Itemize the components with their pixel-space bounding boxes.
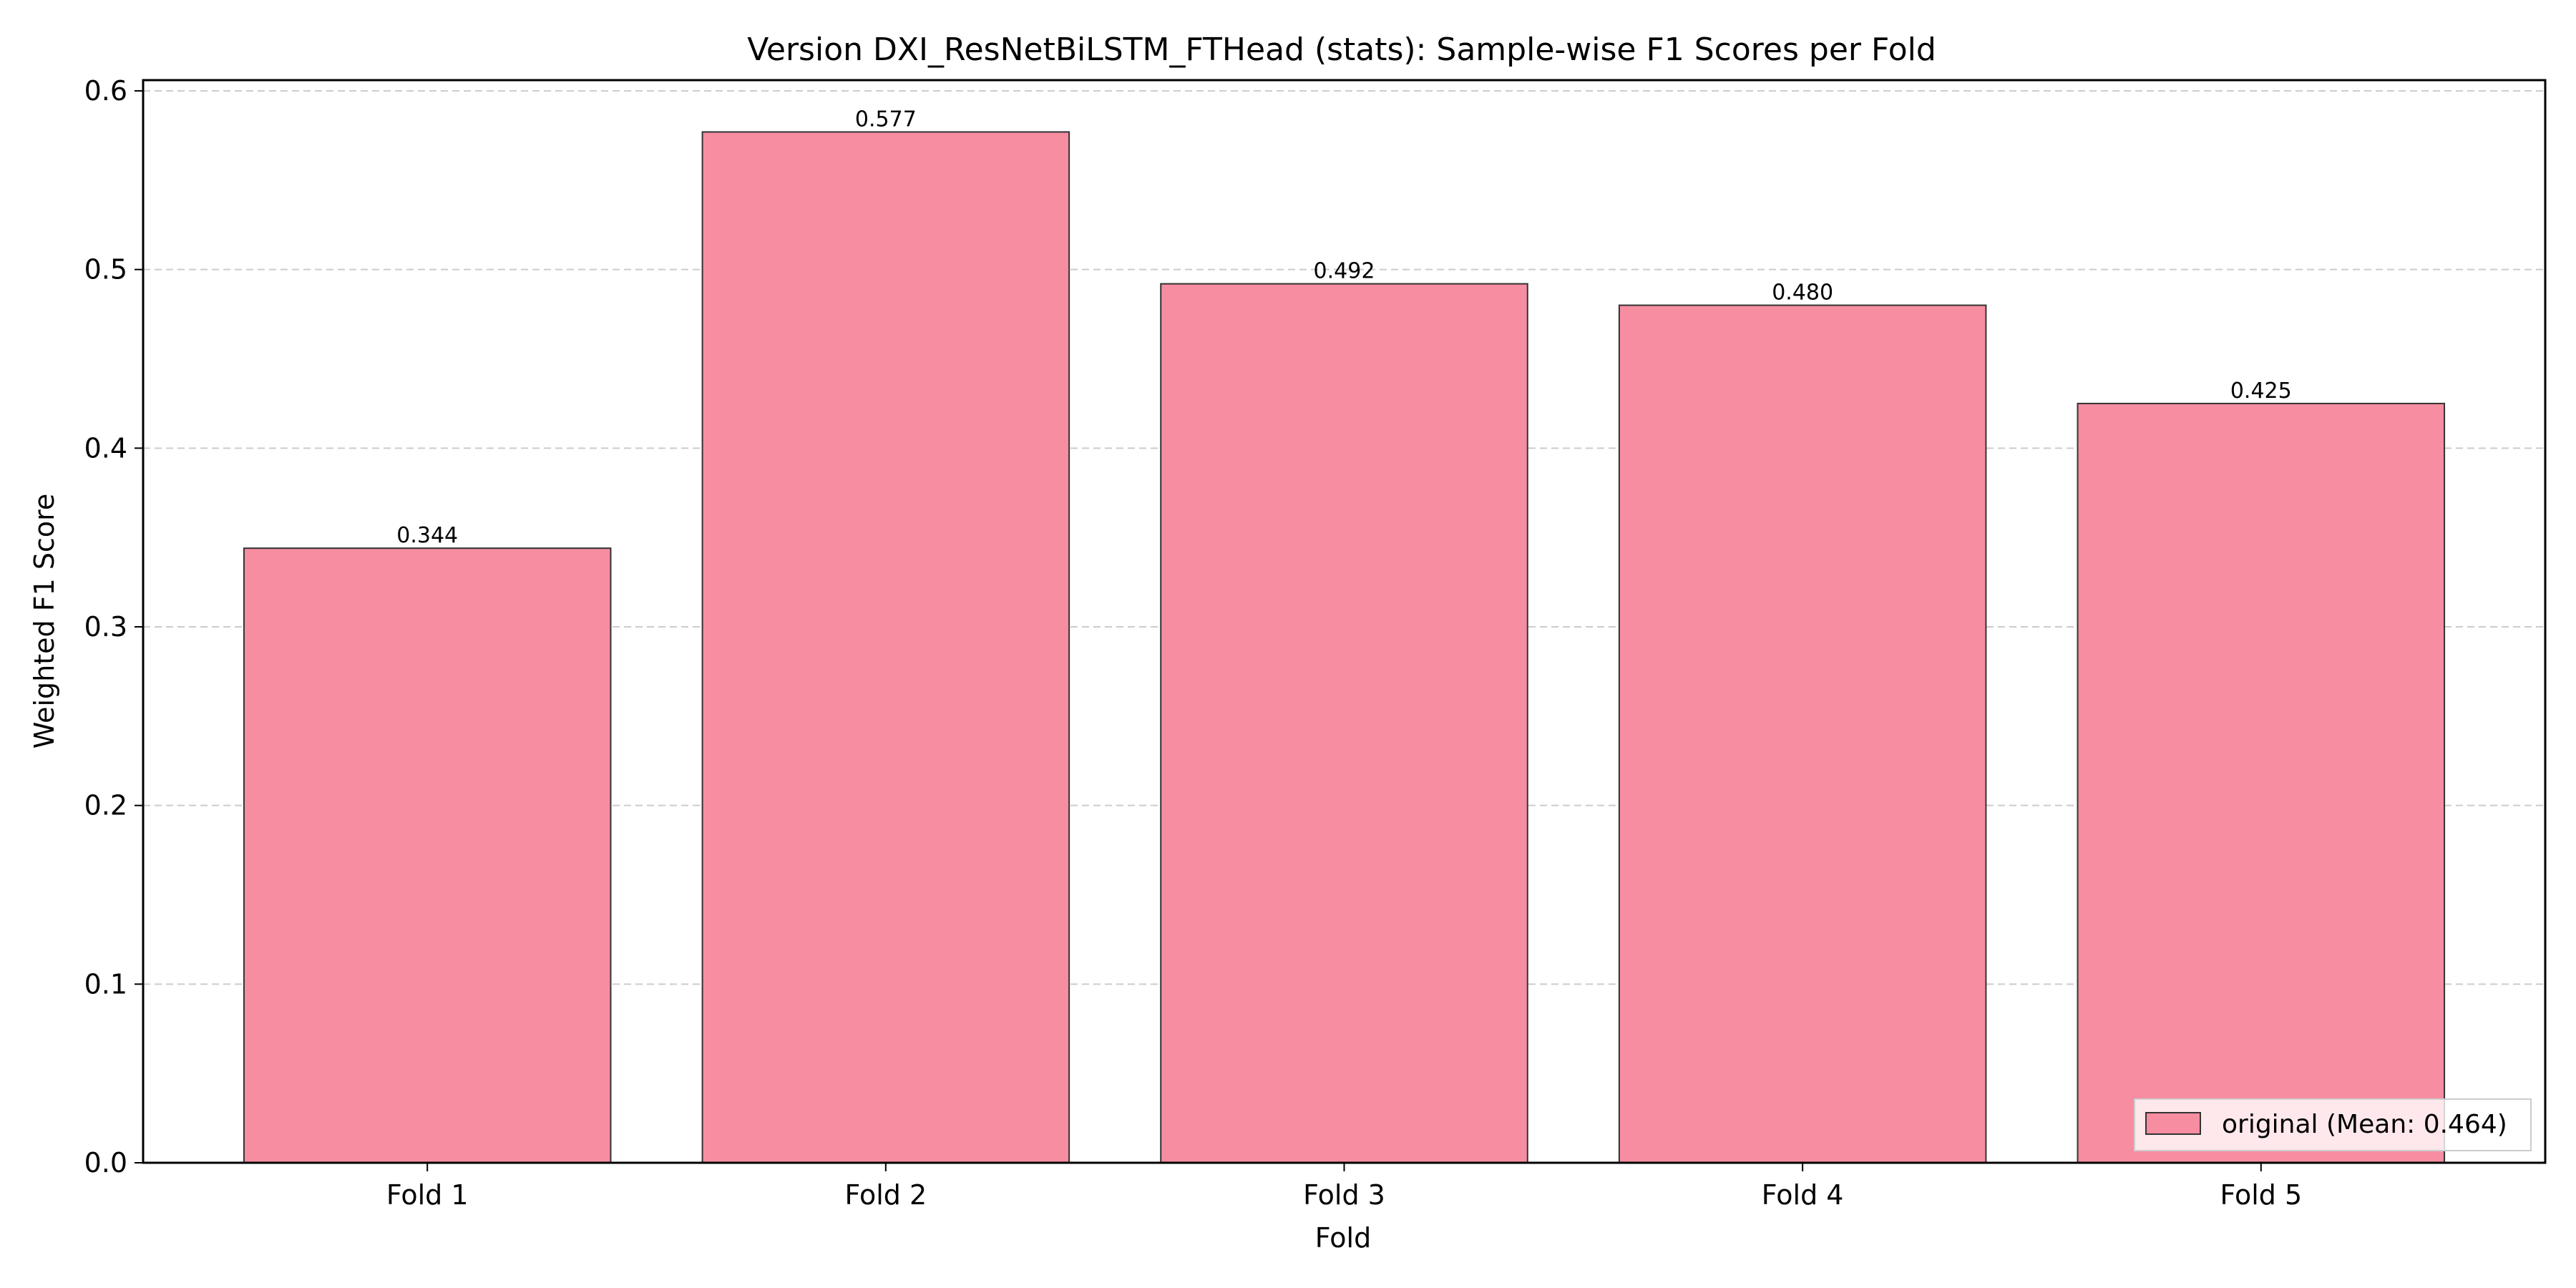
legend-label: original (Mean: 0.464) [2222,1110,2507,1139]
bar-fold-3 [1160,283,1528,1163]
y-tick-label: 0.2 [84,790,127,821]
bar-value-label: 0.492 [1314,259,1375,284]
bar-value-label: 0.425 [2230,379,2292,404]
bars [243,131,2446,1164]
legend: original (Mean: 0.464) [2134,1098,2532,1151]
chart-title: Version DXI_ResNetBiLSTM_FTHead (stats):… [747,31,1936,68]
bar-value-label: 0.344 [396,523,458,548]
y-tick-label: 0.5 [84,254,127,286]
y-axis-label: Weighted F1 Score [29,494,60,749]
x-tick-label: Fold 5 [2220,1179,2302,1211]
bar-fold-1 [243,547,612,1163]
y-tick-label: 0.0 [84,1147,127,1179]
data-labels: 0.344 0.577 0.492 0.480 0.425 [396,107,2291,548]
bar-value-label: 0.480 [1772,280,1833,306]
bar-value-label: 0.577 [855,107,917,132]
bar-fold-4 [1618,304,1987,1164]
x-tick-label: Fold 2 [845,1179,927,1211]
legend-swatch [2145,1112,2201,1135]
x-tick-label: Fold 4 [1762,1179,1844,1211]
y-tick-label: 0.4 [84,432,127,464]
x-axis-label: Fold [1315,1222,1371,1254]
bar-fold-5 [2077,402,2446,1164]
x-tick-label: Fold 3 [1303,1179,1385,1211]
x-tick-label: Fold 1 [386,1179,469,1211]
bar-fold-2 [701,131,1070,1163]
y-tick-label: 0.3 [84,611,127,643]
x-axis-ticks: Fold 1 Fold 2 Fold 3 Fold 4 Fold 5 [386,1163,2302,1211]
y-tick-label: 0.6 [84,75,127,107]
y-tick-label: 0.1 [84,968,127,1000]
y-axis-ticks: 0.0 0.1 0.2 0.3 0.4 0.5 0.6 [84,75,143,1179]
